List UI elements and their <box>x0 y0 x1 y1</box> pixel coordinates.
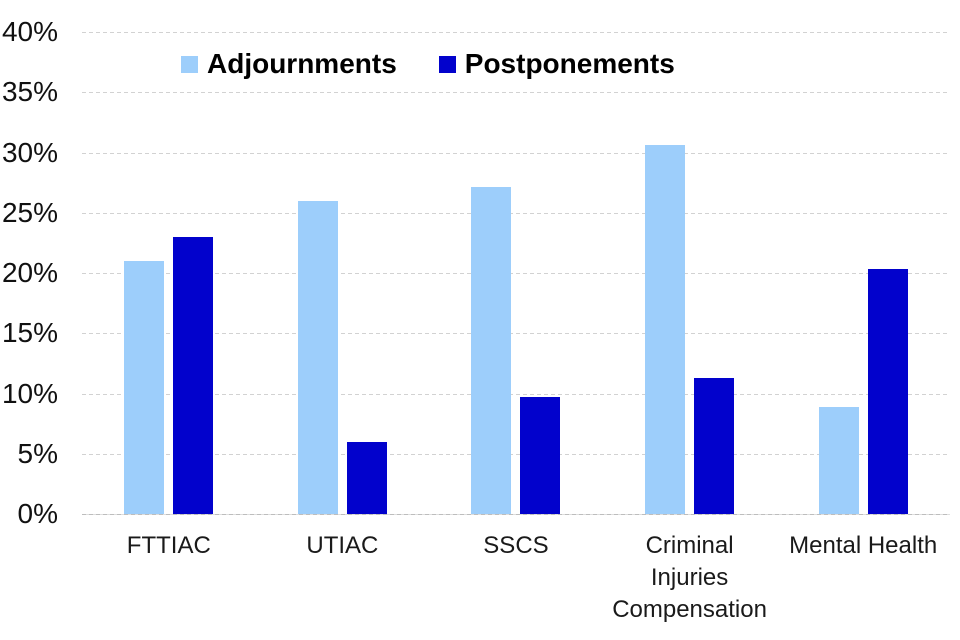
gridline-40 <box>82 32 950 33</box>
x-axis-category-label-criminal-injuries-compensation: Criminal Injuries Compensation <box>612 532 767 623</box>
gridline-35 <box>82 92 950 94</box>
bar-group-criminal-injuries-compensation <box>603 32 777 514</box>
bar-postponements-mental-health <box>867 269 908 514</box>
bar-postponements-sscs <box>520 397 561 514</box>
bar-postponements-utiac <box>346 441 387 514</box>
gridline-10 <box>82 393 950 395</box>
x-axis-category-label-fttiac: FTTIAC <box>126 532 211 559</box>
y-axis-tick-label-20: 20% <box>1 257 58 288</box>
x-axis-category-label-mental-health: Mental Health <box>789 532 938 559</box>
bar-group-fttiac <box>82 32 256 514</box>
y-axis-tick-label-5: 5% <box>17 437 58 469</box>
legend-swatch-postponements-icon <box>438 55 456 73</box>
y-axis-tick-label-25: 25% <box>1 196 58 228</box>
y-axis-tick-label-30: 30% <box>1 136 58 168</box>
x-axis: FTTIAC UTIAC SSCS Criminal Injuries Compens… <box>82 530 950 626</box>
bar-groups <box>82 32 950 514</box>
plot-area: Adjournments Postponements <box>82 32 950 515</box>
legend-label-adjournments: Adjournments <box>207 48 397 79</box>
legend-label-postponements: Postponements <box>464 48 675 79</box>
gridline-30 <box>82 152 950 154</box>
legend: Adjournments Postponements <box>181 46 675 82</box>
y-axis: 0% 5% 10% 15% 20% 25% 30% 35% 40% <box>0 0 58 640</box>
bar-postponements-fttiac <box>173 236 214 514</box>
y-axis-tick-label-35: 35% <box>1 76 58 108</box>
bar-adjournments-sscs <box>471 187 512 514</box>
x-axis-category-label-utiac: UTIAC <box>306 532 379 559</box>
gridline-5 <box>82 453 950 455</box>
legend-item-postponements: Postponements <box>438 48 675 80</box>
bar-group-utiac <box>256 32 430 514</box>
y-axis-tick-label-15: 15% <box>1 317 58 349</box>
gridline-20 <box>82 273 950 274</box>
y-axis-tick-label-0: 0% <box>17 498 58 529</box>
bar-postponements-criminal-injuries-compensation <box>694 377 735 514</box>
bar-adjournments-fttiac <box>124 260 165 514</box>
x-axis-category-label-sscs: SSCS <box>483 532 549 559</box>
legend-swatch-adjournments-icon <box>181 55 198 73</box>
gridline-25 <box>82 212 950 214</box>
bar-group-mental-health <box>776 32 950 514</box>
y-axis-tick-label-40: 40% <box>1 16 58 47</box>
bar-adjournments-criminal-injuries-compensation <box>645 145 686 514</box>
gridline-15 <box>82 333 950 335</box>
bar-adjournments-mental-health <box>818 406 859 514</box>
bar-adjournments-utiac <box>297 200 338 514</box>
bar-group-sscs <box>429 32 603 514</box>
y-axis-tick-label-10: 10% <box>1 377 58 409</box>
legend-item-adjournments: Adjournments <box>181 48 397 80</box>
x-axis-baseline <box>82 514 950 515</box>
